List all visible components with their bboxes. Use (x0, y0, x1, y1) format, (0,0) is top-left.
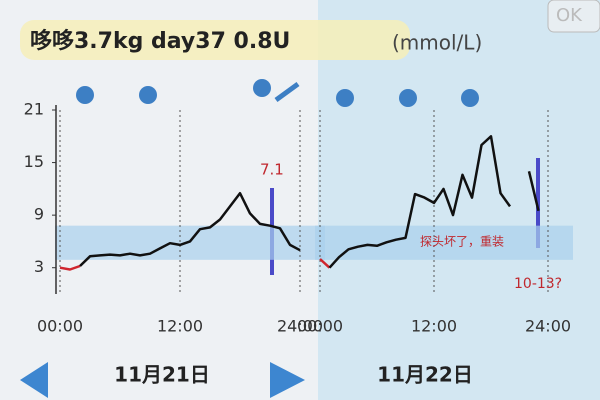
x-tick-label: 12:00 (157, 317, 203, 336)
annotation: 10-13? (514, 276, 562, 292)
x-tick-label: 24:00 (525, 317, 571, 336)
ok-label[interactable]: OK (556, 5, 583, 26)
annotation: 探头坏了，重装 (420, 235, 504, 249)
glucose-line (328, 135, 540, 269)
glucose-line (79, 191, 301, 267)
target-band (315, 225, 573, 260)
right-panel (318, 0, 600, 400)
x-tick-label: 24:00 (277, 317, 323, 336)
x-tick-label: 00:00 (37, 317, 83, 336)
title-highlight (20, 20, 410, 60)
next-arrow[interactable] (270, 362, 305, 398)
y-tick-label: 21 (24, 100, 44, 119)
annotation: 7.1 (260, 161, 284, 179)
left-panel (0, 0, 318, 400)
y-tick-label: 9 (34, 205, 44, 224)
unit: (mmol/L) (392, 31, 482, 55)
y-tick-label: 3 (34, 257, 44, 276)
glucose-line (59, 264, 81, 271)
x-tick-label: 12:00 (411, 317, 457, 336)
x-tick-label: 00:00 (297, 317, 343, 336)
insulin-icon (274, 81, 300, 103)
y-tick-label: 15 (24, 152, 44, 171)
ok-button[interactable] (547, 0, 600, 33)
target-band (55, 225, 325, 260)
date-label: 11月22日 (377, 363, 473, 387)
title: 哆哆3.7kg day37 0.8U (30, 28, 290, 54)
date-label: 11月21日 (114, 363, 210, 387)
glucose-line (319, 258, 331, 269)
prev-arrow[interactable] (20, 362, 48, 398)
meal-icons (76, 79, 479, 107)
